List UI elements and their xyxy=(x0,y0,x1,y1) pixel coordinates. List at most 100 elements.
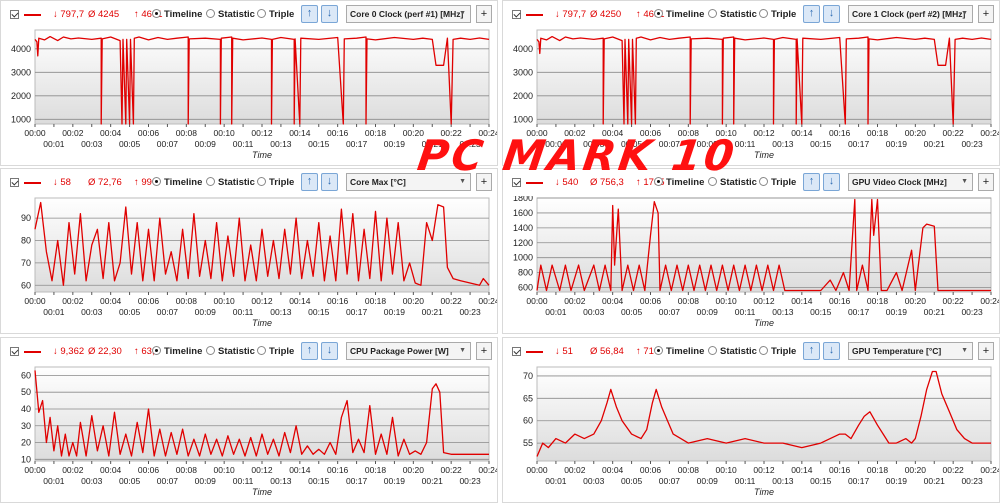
plot-area xyxy=(34,366,490,462)
arrow-down-icon[interactable]: ↓ xyxy=(321,5,338,23)
mode-statistic[interactable]: Statistic xyxy=(206,346,255,357)
x-tick-label: 00:22 xyxy=(441,465,463,475)
x-tick-label: 00:19 xyxy=(886,476,908,486)
x-tick-label: 00:12 xyxy=(251,296,273,306)
min-stat: ↓ 51 xyxy=(555,346,573,357)
min-stat: ↓ 540 xyxy=(555,177,579,188)
x-tick-label: 00:14 xyxy=(791,465,813,475)
plus-icon[interactable]: + xyxy=(978,173,994,191)
x-tick-label: 00:03 xyxy=(583,307,605,317)
plus-icon[interactable]: + xyxy=(476,5,492,23)
x-tick-label: 00:02 xyxy=(62,465,84,475)
max-stat: ↑ 4691 xyxy=(636,9,665,20)
checkbox-icon[interactable] xyxy=(512,178,521,187)
mode-timeline[interactable]: Timeline xyxy=(654,9,704,20)
arrow-down-icon[interactable]: ↓ xyxy=(823,5,840,23)
sensor-selector-label: CPU Package Power [W] xyxy=(350,346,449,356)
checkbox-icon[interactable] xyxy=(512,347,521,356)
max-stat: ↑ 71 xyxy=(636,346,654,357)
mode-statistic[interactable]: Statistic xyxy=(206,9,255,20)
mode-triple[interactable]: Triple xyxy=(759,9,796,20)
y-tick-label: 600 xyxy=(518,283,533,293)
plus-icon[interactable]: + xyxy=(476,173,492,191)
x-tick-label: 00:01 xyxy=(545,307,567,317)
arrow-up-icon[interactable]: ↑ xyxy=(301,5,318,23)
mode-timeline-label: Timeline xyxy=(164,177,203,188)
mode-timeline-label: Timeline xyxy=(164,9,203,20)
arrow-down-icon[interactable]: ↓ xyxy=(321,173,338,191)
min-stat: ↓ 9,362 xyxy=(53,346,85,357)
x-tick-label: 00:12 xyxy=(753,128,775,138)
mode-statistic[interactable]: Statistic xyxy=(206,177,255,188)
x-tick-label: 00:10 xyxy=(716,128,738,138)
arrow-up-icon[interactable]: ↑ xyxy=(803,5,820,23)
x-tick-label: 00:18 xyxy=(867,128,889,138)
checkbox-icon[interactable] xyxy=(10,178,19,187)
arrow-up-icon[interactable]: ↑ xyxy=(803,173,820,191)
x-tick-label: 00:03 xyxy=(81,476,103,486)
plus-icon[interactable]: + xyxy=(978,5,994,23)
y-tick-label: 80 xyxy=(21,236,31,246)
mode-statistic[interactable]: Statistic xyxy=(708,9,757,20)
arrow-up-icon[interactable]: ↑ xyxy=(301,173,318,191)
x-tick-label: 00:20 xyxy=(403,296,425,306)
mode-triple[interactable]: Triple xyxy=(759,177,796,188)
plus-icon[interactable]: + xyxy=(978,342,994,360)
x-tick-label: 00:20 xyxy=(905,128,927,138)
x-tick-label: 00:08 xyxy=(176,128,198,138)
mode-timeline[interactable]: Timeline xyxy=(152,9,202,20)
plus-icon[interactable]: + xyxy=(476,342,492,360)
y-tick-label: 2000 xyxy=(11,91,31,101)
mode-triple[interactable]: Triple xyxy=(257,177,294,188)
x-tick-label: 00:18 xyxy=(365,128,387,138)
sensor-selector[interactable]: GPU Video Clock [MHz] ▼ xyxy=(848,173,973,191)
y-tick-label: 70 xyxy=(523,371,533,381)
arrow-up-icon[interactable]: ↑ xyxy=(803,342,820,360)
arrow-down-icon[interactable]: ↓ xyxy=(823,342,840,360)
x-tick-label: 00:08 xyxy=(176,465,198,475)
mode-timeline[interactable]: Timeline xyxy=(152,346,202,357)
x-tick-label: 00:19 xyxy=(384,307,406,317)
mode-timeline-label: Timeline xyxy=(164,346,203,357)
mode-statistic[interactable]: Statistic xyxy=(708,346,757,357)
x-tick-label: 00:01 xyxy=(43,139,65,149)
sensor-selector[interactable]: GPU Temperature [°C] ▼ xyxy=(848,342,973,360)
x-tick-label: 00:02 xyxy=(564,465,586,475)
x-tick-label: 00:09 xyxy=(697,476,719,486)
x-tick-label: 00:07 xyxy=(659,476,681,486)
plot-area xyxy=(536,29,992,125)
sensor-selector[interactable]: Core Max [°C] ▼ xyxy=(346,173,471,191)
mode-statistic-label: Statistic xyxy=(218,346,255,357)
x-tick-label: 00:03 xyxy=(583,139,605,149)
x-tick-label: 00:08 xyxy=(678,465,700,475)
mode-timeline[interactable]: Timeline xyxy=(654,177,704,188)
sensor-selector[interactable]: Core 0 Clock (perf #1) [MHz] ▼ xyxy=(346,5,471,23)
series-color-swatch xyxy=(24,14,41,16)
mode-timeline[interactable]: Timeline xyxy=(654,346,704,357)
mode-triple[interactable]: Triple xyxy=(257,9,294,20)
mode-triple[interactable]: Triple xyxy=(257,346,294,357)
chevron-down-icon: ▼ xyxy=(961,10,968,17)
x-tick-label: 00:21 xyxy=(924,139,946,149)
arrow-down-icon[interactable]: ↓ xyxy=(823,173,840,191)
y-tick-label: 65 xyxy=(523,393,533,403)
x-tick-label: 00:09 xyxy=(697,139,719,149)
mode-timeline[interactable]: Timeline xyxy=(152,177,202,188)
x-tick-label: 00:22 xyxy=(441,128,463,138)
mode-triple[interactable]: Triple xyxy=(759,346,796,357)
x-tick-label: 00:22 xyxy=(943,296,965,306)
checkbox-icon[interactable] xyxy=(10,347,19,356)
arrow-up-icon[interactable]: ↑ xyxy=(301,342,318,360)
mode-statistic[interactable]: Statistic xyxy=(708,177,757,188)
checkbox-icon[interactable] xyxy=(512,10,521,19)
x-tick-label: 00:17 xyxy=(346,307,368,317)
radio-icon xyxy=(206,177,215,186)
checkbox-icon[interactable] xyxy=(10,10,19,19)
sensor-selector[interactable]: Core 1 Clock (perf #2) [MHz] ▼ xyxy=(848,5,973,23)
x-tick-label: 00:11 xyxy=(233,476,254,486)
radio-icon xyxy=(257,346,266,355)
x-tick-label: 00:09 xyxy=(195,476,217,486)
arrow-down-icon[interactable]: ↓ xyxy=(321,342,338,360)
sensor-selector[interactable]: CPU Package Power [W] ▼ xyxy=(346,342,471,360)
